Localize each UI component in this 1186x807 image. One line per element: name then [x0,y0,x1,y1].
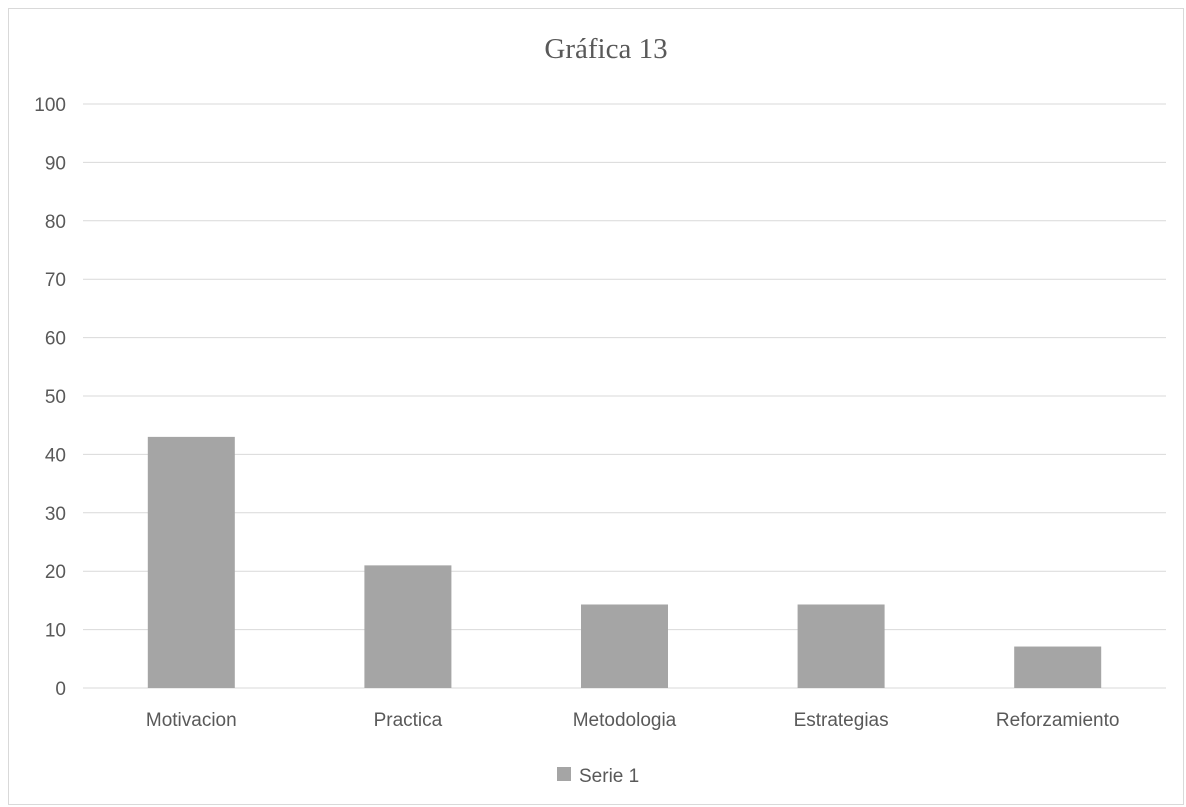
y-tick-label: 40 [45,445,66,466]
y-tick-label: 60 [45,329,66,350]
x-axis-labels: Motivacion Practica Metodologia Estrategias… [146,710,1120,731]
legend: Serie 1 [557,766,639,787]
y-axis-ticks: 0 10 20 30 40 50 60 70 80 90 100 [34,95,66,700]
x-category-label: Estrategias [794,710,889,731]
legend-swatch [557,767,571,781]
legend-label: Serie 1 [579,766,639,787]
x-category-label: Practica [374,710,443,731]
y-tick-label: 30 [45,504,66,525]
bar-estrategias [797,604,885,688]
y-tick-label: 0 [55,679,66,700]
y-tick-label: 90 [45,153,66,174]
y-tick-label: 100 [34,95,66,116]
gridlines [83,103,1166,689]
chart-title: Gráfica 13 [544,33,667,65]
y-tick-label: 50 [45,387,66,408]
bar-motivacion [147,436,235,688]
y-tick-label: 70 [45,270,66,291]
bar-metodologia [581,604,668,688]
y-tick-label: 10 [45,621,66,642]
bar-practica [364,565,452,688]
bars [147,436,1102,688]
y-tick-label: 80 [45,212,66,233]
y-tick-label: 20 [45,562,66,583]
x-category-label: Metodologia [573,710,677,731]
x-category-label: Reforzamiento [996,710,1120,731]
x-category-label: Motivacion [146,710,237,731]
bar-reforzamiento [1014,646,1102,688]
